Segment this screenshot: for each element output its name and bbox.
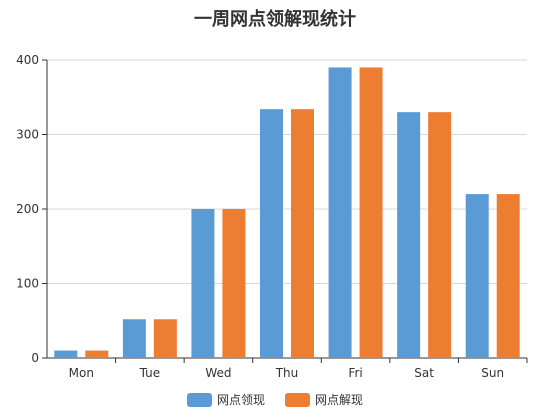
bar-series2-tue (153, 319, 177, 358)
bar-series1-fri (328, 67, 352, 358)
bar-series2-wed (222, 209, 246, 358)
bar-series1-thu (260, 109, 283, 358)
bar-series1-sun (465, 194, 489, 358)
bars (54, 67, 520, 359)
grid-lines (47, 59, 527, 284)
y-tick-label-0: 0 (31, 351, 39, 365)
x-tick-label-sat: Sat (414, 366, 434, 380)
x-tick-label-sun: Sun (481, 366, 504, 380)
bar-series2-fri (359, 67, 383, 358)
x-tick-label-thu: Thu (275, 366, 299, 380)
bar-series2-thu (291, 109, 314, 358)
legend[interactable]: 网点领现 网点解现 (187, 393, 363, 407)
x-tick-label-fri: Fri (348, 366, 362, 380)
x-tick-label-mon: Mon (69, 366, 94, 380)
y-tick-label-100: 100 (16, 277, 39, 291)
legend-swatch-2 (285, 393, 310, 407)
x-tick-label-wed: Wed (205, 366, 231, 380)
y-tick-label-400: 400 (16, 53, 39, 67)
bar-series2-mon (85, 350, 109, 358)
chart-title: 一周网点领解现统计 (194, 8, 356, 30)
y-tick-label-300: 300 (16, 128, 39, 142)
bar-series2-sun (496, 194, 520, 358)
y-tick-label-200: 200 (16, 202, 39, 216)
bar-series1-mon (54, 350, 78, 358)
legend-item-2[interactable]: 网点解现 (285, 393, 363, 407)
bar-series2-sat (428, 112, 452, 359)
legend-item-1[interactable]: 网点领现 (187, 393, 265, 407)
axes: 0 100 200 300 400 Mon Tue Wed Thu Fri Sat Sun (16, 53, 528, 380)
bar-series1-wed (191, 209, 215, 358)
bar-series1-sat (397, 112, 421, 359)
bar-series1-tue (122, 319, 146, 358)
legend-label-1: 网点领现 (217, 393, 265, 407)
legend-swatch-1 (187, 393, 212, 407)
x-tick-label-tue: Tue (139, 366, 161, 380)
legend-label-2: 网点解现 (315, 393, 363, 407)
